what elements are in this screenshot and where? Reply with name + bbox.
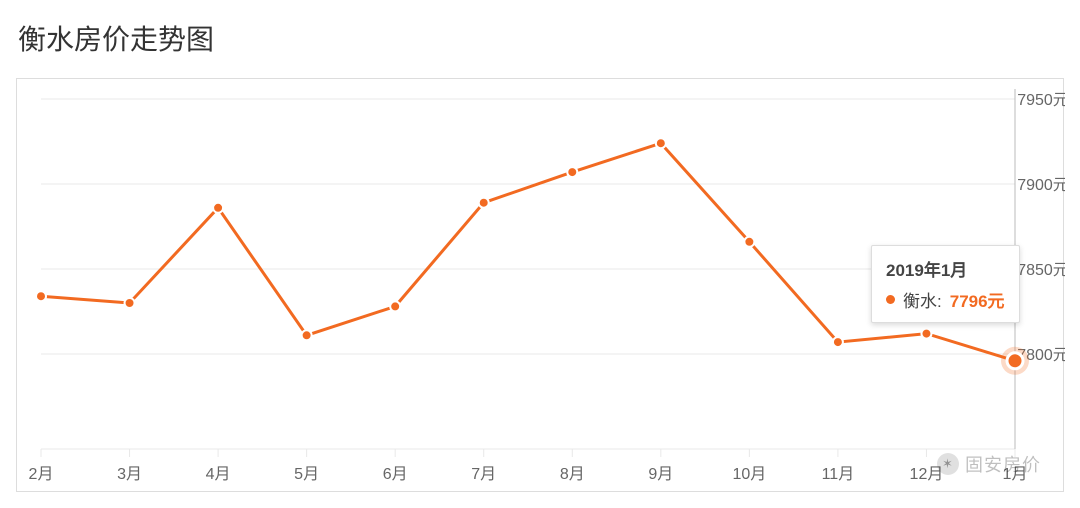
svg-text:7850元: 7850元 xyxy=(1017,262,1065,279)
chart-tooltip: 2019年1月 衡水: 7796元 xyxy=(871,245,1020,323)
watermark-text: 固安房价 xyxy=(965,451,1041,477)
svg-text:5月: 5月 xyxy=(294,466,319,483)
watermark: ✶ 固安房价 xyxy=(937,451,1041,477)
svg-text:10月: 10月 xyxy=(732,466,766,483)
svg-text:2月: 2月 xyxy=(29,466,54,483)
svg-text:8月: 8月 xyxy=(560,466,585,483)
tooltip-series-label: 衡水: xyxy=(903,287,942,312)
tooltip-value: 7796元 xyxy=(950,287,1005,312)
svg-text:9月: 9月 xyxy=(648,466,673,483)
svg-text:3月: 3月 xyxy=(117,466,142,483)
svg-text:6月: 6月 xyxy=(383,466,408,483)
chart-container: 7800元7850元7900元7950元2月3月4月5月6月7月8月9月10月1… xyxy=(16,78,1064,492)
svg-text:7900元: 7900元 xyxy=(1017,177,1065,194)
chart-title: 衡水房价走势图 xyxy=(18,18,214,58)
svg-text:11月: 11月 xyxy=(822,466,855,483)
tooltip-header: 2019年1月 xyxy=(886,256,1005,281)
wechat-icon: ✶ xyxy=(937,453,959,475)
tooltip-dot xyxy=(886,295,895,304)
svg-text:7950元: 7950元 xyxy=(1017,92,1065,109)
svg-text:4月: 4月 xyxy=(206,466,231,483)
svg-text:7月: 7月 xyxy=(471,466,496,483)
